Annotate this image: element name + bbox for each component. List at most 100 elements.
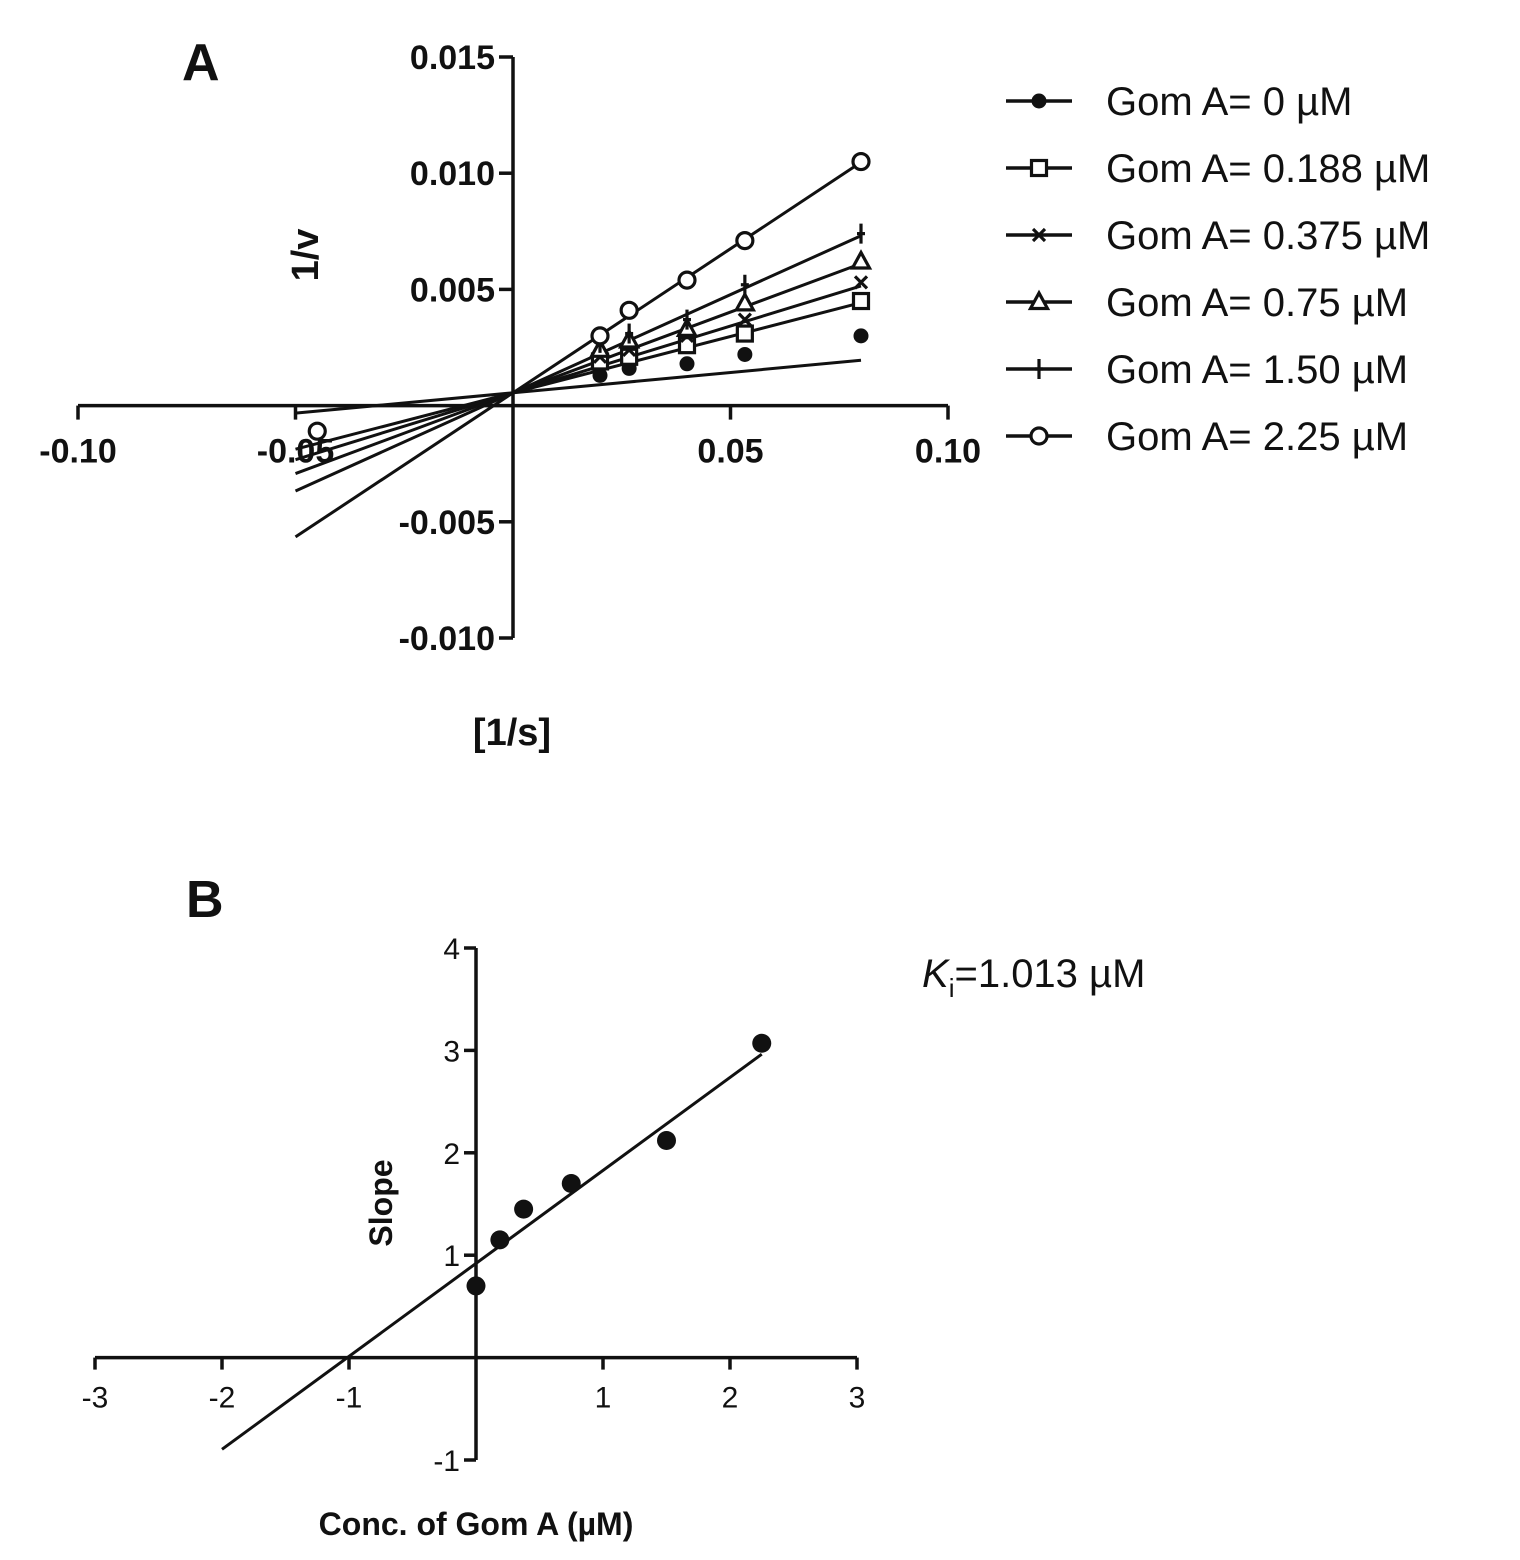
- panel-b-y-tick-label: -1: [433, 1445, 460, 1478]
- panel-a-fit-line-2: [295, 284, 862, 462]
- panel-b-label: B: [186, 871, 224, 929]
- panel-a-point-s0-2: [679, 356, 695, 372]
- panel-b-x-tick-label: -2: [209, 1382, 236, 1415]
- legend-label: Gom A= 0 µM: [1106, 80, 1352, 124]
- panel-b-x-tick-label: 2: [722, 1382, 739, 1415]
- panel-a-x-tick-label: 0.10: [915, 433, 981, 471]
- panel-b-x-tick-label: -3: [82, 1382, 109, 1415]
- panel-a-point-s0-3-shape: [737, 346, 753, 362]
- panel-b-secondary-plot: B Slope Conc. of Gom A (µM) -3 -2 -1 1 2 3 4 3 2…: [82, 871, 1146, 1542]
- panel-b-point-1: [490, 1230, 510, 1250]
- panel-b-y-tick-label: 2: [443, 1138, 460, 1171]
- panel-a-point-s5-2-shape: [677, 270, 697, 290]
- legend-swatch-marker-shape: [1029, 426, 1049, 446]
- panel-a-fit-line-5: [294, 161, 862, 539]
- panel-a-label: A: [182, 34, 220, 92]
- legend-swatch-marker-shape: [1031, 93, 1047, 109]
- panel-a-point-s2-3: [737, 312, 752, 327]
- legend-swatch-marker: [1035, 359, 1043, 379]
- panel-a-y-tick-label: 0.005: [410, 271, 495, 309]
- legend-swatch-marker: [1027, 289, 1051, 311]
- ki-annotation: Ki=1.013 µM: [922, 952, 1145, 1003]
- panel-a-point-s4-4: [857, 223, 865, 244]
- panel-a-point-s5-4-shape: [851, 151, 871, 172]
- legend-swatch-marker: [1029, 426, 1049, 446]
- panel-b-x-tick-label: 3: [849, 1382, 866, 1415]
- legend-swatch-marker-shape: [1029, 158, 1049, 178]
- panel-b-point-4: [657, 1131, 676, 1151]
- ki-subscript: i: [949, 973, 955, 1003]
- panel-a-fit-line-0: [295, 358, 862, 415]
- panel-a-point-s0-3: [737, 346, 753, 362]
- legend-item-0: Gom A= 0 µM: [1006, 80, 1352, 124]
- panel-a-point-s2-4: [853, 275, 869, 290]
- panel-a-point-s3-3: [733, 291, 757, 312]
- panel-b-y-tick-label: 4: [443, 933, 460, 966]
- panel-a-x-tick-label: -0.10: [39, 433, 117, 471]
- panel-a-fit-line-3: [294, 262, 862, 475]
- panel-a-point-s5-1: [619, 300, 639, 320]
- legend-item-4: Gom A= 1.50 µM: [1006, 348, 1408, 392]
- panel-b-y-tick-label: 3: [443, 1035, 460, 1068]
- panel-a-point-s5-4: [851, 151, 871, 172]
- ki-value: =1.013 µM: [954, 952, 1145, 996]
- panel-a-point-s5-0-shape: [590, 326, 610, 346]
- legend-swatch-marker: [1029, 158, 1049, 178]
- panel-a-point-s2-4-stroke-2: [853, 275, 869, 290]
- panel-a-point-s4-2: [683, 309, 691, 330]
- panel-a-y-tick-label: 0.010: [410, 155, 495, 193]
- panel-a-point-s0-2-shape: [679, 356, 695, 372]
- panel-b-point-0: [466, 1276, 486, 1296]
- panel-a-point-s0-0: [592, 367, 608, 383]
- panel-a-point-s3-4-shape: [849, 249, 873, 270]
- panel-b-point-5: [752, 1033, 772, 1053]
- panel-a-point-s5-3: [735, 230, 755, 251]
- panel-a-point-s3-4: [849, 249, 873, 270]
- panel-a-fit-line-4: [294, 234, 862, 493]
- legend-label: Gom A= 1.50 µM: [1106, 348, 1408, 392]
- legend-label: Gom A= 0.75 µM: [1106, 281, 1408, 325]
- panel-b-point-2: [514, 1199, 534, 1219]
- panel-a-point-s4-1: [625, 323, 634, 344]
- panel-a-y-axis-label: 1/v: [285, 229, 327, 282]
- panel-a-point-s2-3-stroke-2: [737, 312, 752, 327]
- panel-b-fit-line: [221, 1052, 763, 1451]
- panel-a-point-s1-3: [735, 324, 754, 343]
- legend-swatch-marker-shape: [1027, 289, 1051, 311]
- panel-a-point-s4-3: [740, 274, 749, 295]
- panel-a-fit-line-1: [295, 301, 862, 451]
- legend-swatch-marker: [1031, 93, 1047, 109]
- legend-label: Gom A= 0.375 µM: [1106, 214, 1430, 258]
- panel-a-point-s1-3-shape: [735, 324, 754, 343]
- panel-a-point-negative-region: [307, 421, 327, 441]
- panel-a-lineweaver-burk: A 1/v [1/s] -0.10 -0.05 0.05 0.100.0150.010…: [39, 34, 1430, 754]
- legend-item-3: Gom A= 0.75 µM: [1006, 281, 1408, 325]
- panel-a-y-tick-label: -0.005: [399, 504, 495, 542]
- legend-item-1: Gom A= 0.188 µM: [1006, 147, 1430, 191]
- panel-b-x-axis-label: Conc. of Gom A (µM): [319, 1506, 634, 1542]
- panel-a-point-s5-0: [590, 326, 610, 346]
- panel-a-point-s5-1-shape: [619, 300, 639, 320]
- panel-a-point-negative-region-shape: [307, 421, 327, 441]
- panel-a-point-s1-4: [851, 291, 871, 311]
- panel-a-point-s5-3-shape: [735, 230, 755, 251]
- legend-item-5: Gom A= 2.25 µM: [1006, 415, 1408, 459]
- panel-a-point-s3-3-shape: [733, 291, 757, 312]
- legend-swatch-marker-stroke-2: [1031, 227, 1047, 243]
- panel-a-point-s0-0-shape: [592, 367, 608, 383]
- legend-label: Gom A= 2.25 µM: [1106, 415, 1408, 459]
- panel-a-y-tick-label: -0.010: [399, 620, 495, 658]
- panel-b-x-tick-label: 1: [595, 1382, 612, 1415]
- ki-symbol: K: [922, 952, 951, 996]
- legend-label: Gom A= 0.188 µM: [1106, 147, 1430, 191]
- legend-item-2: Gom A= 0.375 µM: [1006, 214, 1430, 258]
- panel-a-point-s0-4: [853, 328, 869, 344]
- panel-a-y-tick-label: 0.015: [410, 39, 495, 77]
- panel-b-point-3: [561, 1174, 581, 1194]
- panel-a-point-s1-4-shape: [851, 291, 871, 311]
- panel-b-y-tick-label: 1: [443, 1240, 460, 1273]
- panel-a-point-s5-2: [677, 270, 697, 290]
- panel-b-y-axis-label: Slope: [363, 1159, 399, 1246]
- panel-b-x-tick-label: -1: [336, 1382, 363, 1415]
